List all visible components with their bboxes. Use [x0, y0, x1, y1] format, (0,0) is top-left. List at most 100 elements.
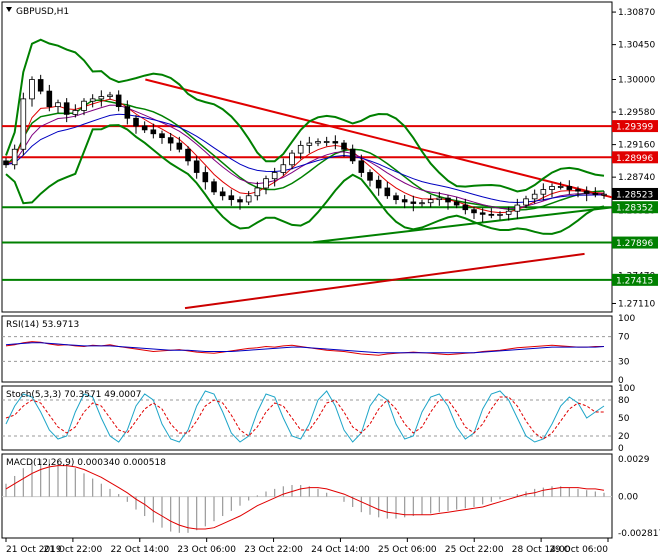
price-label-box [612, 201, 658, 214]
xtick-label: 29 Oct 06:00 [549, 545, 608, 555]
candle-body [592, 193, 599, 195]
main-ytick-label: 1.27110 [618, 299, 655, 309]
candle-body [20, 98, 27, 150]
xtick-label: 21 Oct 22:00 [44, 545, 103, 555]
candle-body [575, 189, 581, 192]
candle-body [193, 160, 200, 173]
candle-body [393, 195, 399, 201]
candle-body [505, 210, 512, 215]
price-label-box [612, 120, 658, 133]
stoch-k-line [5, 390, 605, 443]
candle-body [185, 148, 191, 162]
stoch-ytick-label: 20 [618, 432, 630, 442]
macd-label: MACD(12,26,9) 0.000340 0.000518 [6, 458, 166, 468]
rsi-ytick-label: 30 [618, 357, 630, 367]
price-label-box [612, 151, 658, 164]
xtick-label: 24 Oct 14:00 [311, 545, 370, 555]
candle-body [566, 186, 573, 190]
candle-body [72, 110, 79, 115]
candle-body [436, 197, 443, 201]
bollinger-lower [5, 124, 605, 235]
candle-body [540, 189, 547, 195]
rsi-ytick-label: 70 [618, 333, 630, 343]
xtick-label: 25 Oct 06:00 [378, 545, 437, 555]
stoch-ytick-label: 80 [618, 396, 630, 406]
main-ytick-label: 1.29580 [618, 108, 655, 118]
candle-body [115, 94, 122, 108]
candle-body [410, 201, 417, 204]
panel-frame-rsi [1, 315, 613, 383]
trendline [145, 78, 613, 199]
stoch-ytick-label: 0 [618, 444, 624, 454]
candle-body [202, 172, 209, 183]
candle-body [453, 201, 460, 206]
candle-body [159, 133, 165, 139]
candle-body [297, 144, 304, 154]
candle-body [263, 178, 269, 189]
rsi-ytick-label: 0 [618, 376, 624, 386]
rsi-line [5, 341, 604, 356]
price-label-text: 1.27415 [616, 276, 653, 286]
xtick-label: 28 Oct 14:00 [512, 545, 571, 555]
panel-frame-macd [1, 453, 613, 539]
candle-body [384, 187, 391, 197]
xtick-label: 21 Oct 2019 [6, 545, 62, 555]
candle-body [150, 129, 157, 135]
candle-body [37, 79, 44, 92]
trendline [312, 206, 613, 244]
rsi-label: RSI(14) 53.9713 [6, 320, 79, 330]
candle-body [367, 172, 373, 181]
candle-body [219, 191, 226, 197]
price-label-text: 1.29399 [616, 123, 653, 133]
xtick-label: 22 Oct 14:00 [110, 545, 169, 555]
candle-body [55, 102, 61, 108]
trendline [184, 252, 585, 310]
price-label-box [612, 273, 658, 286]
stoch-ytick-label: 50 [618, 414, 630, 424]
main-ytick-label: 1.30870 [618, 8, 655, 18]
macd-ytick-label: -0.002817 [618, 529, 660, 539]
candle-body [271, 172, 278, 180]
candle-body [471, 209, 477, 214]
candle-body [237, 199, 243, 203]
candle-body [488, 213, 495, 216]
candle-body [427, 199, 434, 204]
candle-body [141, 125, 148, 131]
macd-ytick-label: 0.00 [618, 493, 638, 503]
main-ytick-label: 1.28740 [618, 173, 655, 183]
bollinger-middle [5, 99, 605, 211]
candle-body [29, 79, 35, 100]
candle-body [557, 186, 564, 188]
candle-body [531, 193, 538, 200]
candle-body [341, 142, 347, 150]
candle-body [11, 148, 18, 166]
main-ytick-label: 1.30000 [618, 76, 655, 86]
rsi-ma-line [5, 342, 605, 354]
candle-body [323, 141, 330, 143]
candle-body [176, 142, 183, 150]
candle-body [89, 98, 96, 102]
stoch-label: Stoch(5,3,3) 70.3571 49.0007 [6, 390, 141, 400]
candle-body [211, 181, 217, 193]
bollinger-upper [5, 38, 605, 193]
candle-body [601, 193, 607, 196]
candle-body [254, 187, 261, 197]
symbol-dropdown-icon [6, 7, 12, 12]
candle-body [133, 117, 139, 127]
candle-body [124, 106, 131, 119]
candle-body [497, 213, 503, 216]
candle-body [358, 160, 365, 173]
price-label-text: 1.28523 [616, 190, 653, 200]
candle-body [289, 152, 295, 166]
price-label-box [612, 187, 658, 200]
candle-body [401, 199, 408, 203]
candle-body [419, 202, 425, 205]
stoch-ytick-label: 100 [618, 384, 635, 394]
candle-body [523, 198, 529, 206]
candle-body [349, 148, 356, 162]
candle-body [98, 96, 105, 100]
main-ytick-label: 1.30450 [618, 41, 655, 51]
candle-body [306, 142, 313, 146]
price-label-text: 1.28996 [616, 154, 653, 164]
